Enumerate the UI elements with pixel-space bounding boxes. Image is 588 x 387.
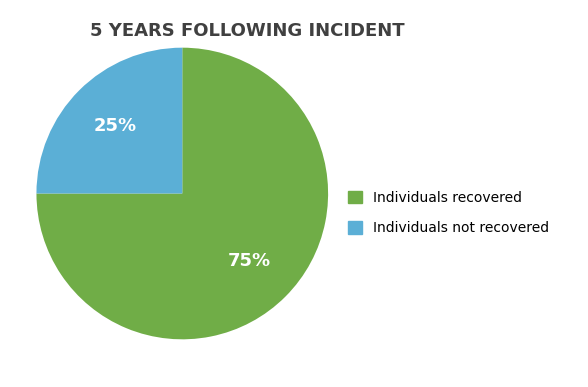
Text: 75%: 75% (228, 252, 271, 269)
Wedge shape (36, 48, 328, 339)
Wedge shape (36, 48, 182, 194)
Legend: Individuals recovered, Individuals not recovered: Individuals recovered, Individuals not r… (348, 190, 549, 235)
Text: 5 YEARS FOLLOWING INCIDENT: 5 YEARS FOLLOWING INCIDENT (89, 22, 405, 40)
Text: 25%: 25% (93, 118, 137, 135)
